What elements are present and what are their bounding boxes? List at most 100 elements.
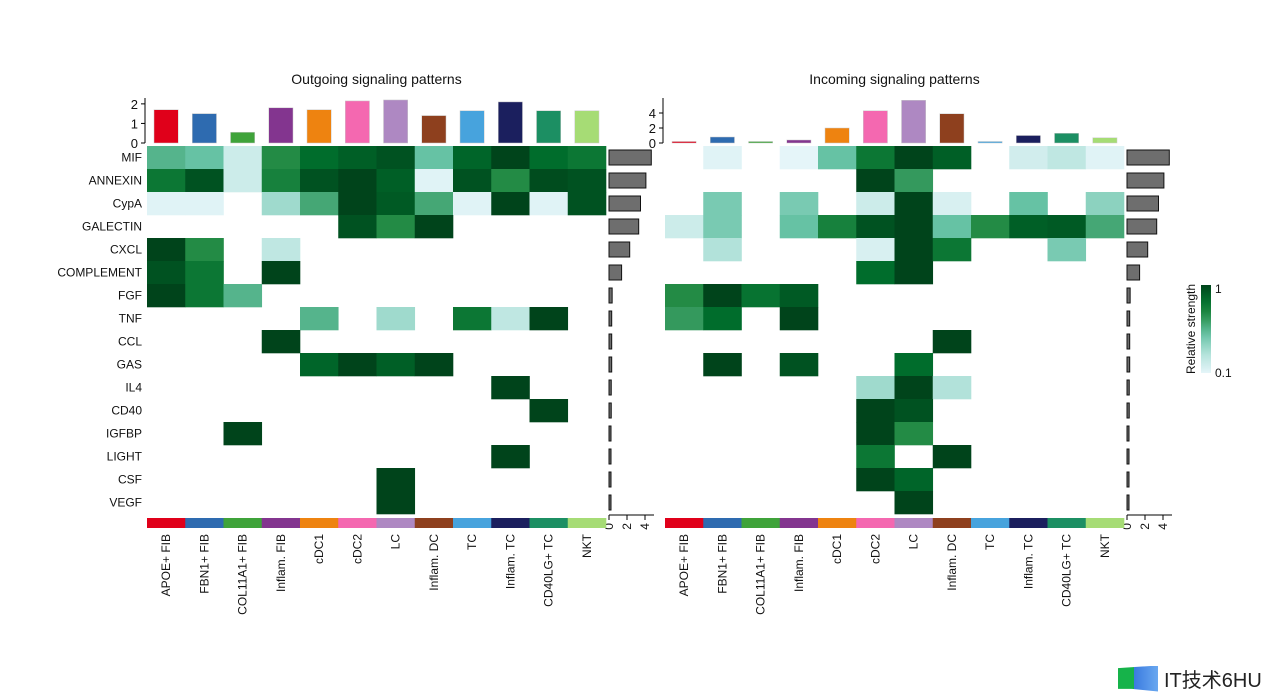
column-label: Inflam. DC <box>427 534 441 591</box>
panel-outgoing: Outgoing signaling patterns 0 1 2 MIF ANNEXIN… <box>57 71 654 615</box>
row-label: FGF <box>118 289 142 303</box>
column-label: NKT <box>580 533 594 558</box>
heatmap-cell <box>894 399 934 423</box>
side-bar <box>608 494 612 511</box>
top-bar <box>153 109 179 144</box>
cell-type-color-strip <box>665 518 704 528</box>
heatmap-cell <box>818 215 857 239</box>
top-bar <box>1054 133 1079 144</box>
legend-max-label: 1 <box>1215 282 1222 296</box>
heatmap-cell <box>453 146 492 170</box>
top-bar <box>459 110 485 144</box>
side-bar <box>1126 172 1165 189</box>
panel-title: Outgoing signaling patterns <box>291 71 461 87</box>
side-bar <box>1126 494 1130 511</box>
top-axis-tick-label: 2 <box>131 97 138 112</box>
heatmap-cell <box>185 192 224 216</box>
top-bar <box>901 100 926 144</box>
heatmap-cell <box>741 284 781 308</box>
heatmap-cell <box>185 261 224 285</box>
top-bar <box>748 141 773 144</box>
top-bar <box>421 115 447 144</box>
cell-type-color-strip <box>856 518 895 528</box>
heatmap-cell <box>300 307 339 331</box>
heatmap-cell <box>665 215 704 239</box>
heatmap-cell <box>665 284 704 308</box>
row-label: ANNEXIN <box>89 174 142 188</box>
heatmap-cell <box>932 376 972 400</box>
row-label: GAS <box>117 358 142 372</box>
heatmap-cell <box>223 146 263 170</box>
top-bar <box>1092 137 1118 144</box>
heatmap-cell <box>261 169 301 193</box>
heatmap-cell <box>376 468 416 492</box>
heatmap-cell <box>779 146 819 170</box>
heatmap-cell <box>453 169 492 193</box>
row-label: MIF <box>121 151 142 165</box>
heatmap-cell <box>338 215 377 239</box>
row-label: GALECTIN <box>82 220 142 234</box>
heatmap-cell <box>971 215 1010 239</box>
heatmap-cell <box>856 399 895 423</box>
heatmap-cell <box>1047 238 1087 262</box>
heatmap-cell <box>261 261 301 285</box>
cell-type-color-strip <box>1009 518 1048 528</box>
heatmap-cell <box>185 284 224 308</box>
heatmap-cell <box>491 146 530 170</box>
top-bar <box>977 141 1003 144</box>
side-bar <box>1126 333 1131 350</box>
side-bar <box>1126 264 1141 281</box>
side-bar <box>1126 195 1159 212</box>
heatmap-cell <box>300 353 339 377</box>
heatmap-cell <box>338 146 377 170</box>
heatmap-cell <box>779 353 819 377</box>
top-bar <box>268 107 294 144</box>
top-bar <box>710 136 735 144</box>
column-label: Inflam. FIB <box>274 534 288 592</box>
heatmap-cell <box>453 192 492 216</box>
heatmap-cell <box>932 445 972 469</box>
side-bar <box>1126 379 1130 396</box>
heatmap-cell <box>703 284 742 308</box>
top-bar <box>574 110 600 144</box>
side-bar <box>1126 356 1131 373</box>
row-label: LIGHT <box>107 450 143 464</box>
column-label: TC <box>465 534 479 550</box>
side-axis-tick-label: 0 <box>602 523 616 530</box>
heatmap-cell <box>1009 146 1048 170</box>
cell-type-color-strip <box>894 518 934 528</box>
side-bar <box>1126 287 1131 304</box>
side-bar <box>1126 241 1149 258</box>
column-label: COL11A1+ FIB <box>236 534 250 615</box>
top-bar <box>383 99 408 144</box>
legend-min-label: 0.1 <box>1215 366 1232 380</box>
column-label: cDC1 <box>312 534 326 564</box>
row-label: COMPLEMENT <box>57 266 142 280</box>
heatmap-cell <box>856 376 895 400</box>
column-label: cDC2 <box>868 534 882 564</box>
heatmap-cell <box>300 192 339 216</box>
heatmap-cell <box>414 146 454 170</box>
heatmap-cell <box>779 215 819 239</box>
heatmap-cell <box>491 192 530 216</box>
side-bar <box>1126 149 1170 166</box>
cell-type-color-strip <box>779 518 819 528</box>
heatmap-cell <box>338 192 377 216</box>
side-bar <box>608 356 613 373</box>
heatmap-cell <box>1009 215 1048 239</box>
heatmap-cell <box>932 215 972 239</box>
heatmap-cell <box>703 146 742 170</box>
cell-type-color-strip <box>567 518 607 528</box>
heatmap-cell <box>818 146 857 170</box>
column-label: FBN1+ FIB <box>197 534 211 594</box>
column-label: TC <box>983 534 997 550</box>
heatmap-cell <box>1009 192 1048 216</box>
side-bar <box>1126 471 1130 488</box>
heatmap-cell <box>932 238 972 262</box>
side-bar <box>608 333 613 350</box>
heatmap-cell <box>894 146 934 170</box>
heatmap-cell <box>185 169 224 193</box>
cell-type-color-strip <box>338 518 377 528</box>
heatmap-cell <box>856 169 895 193</box>
heatmap-cell <box>300 169 339 193</box>
